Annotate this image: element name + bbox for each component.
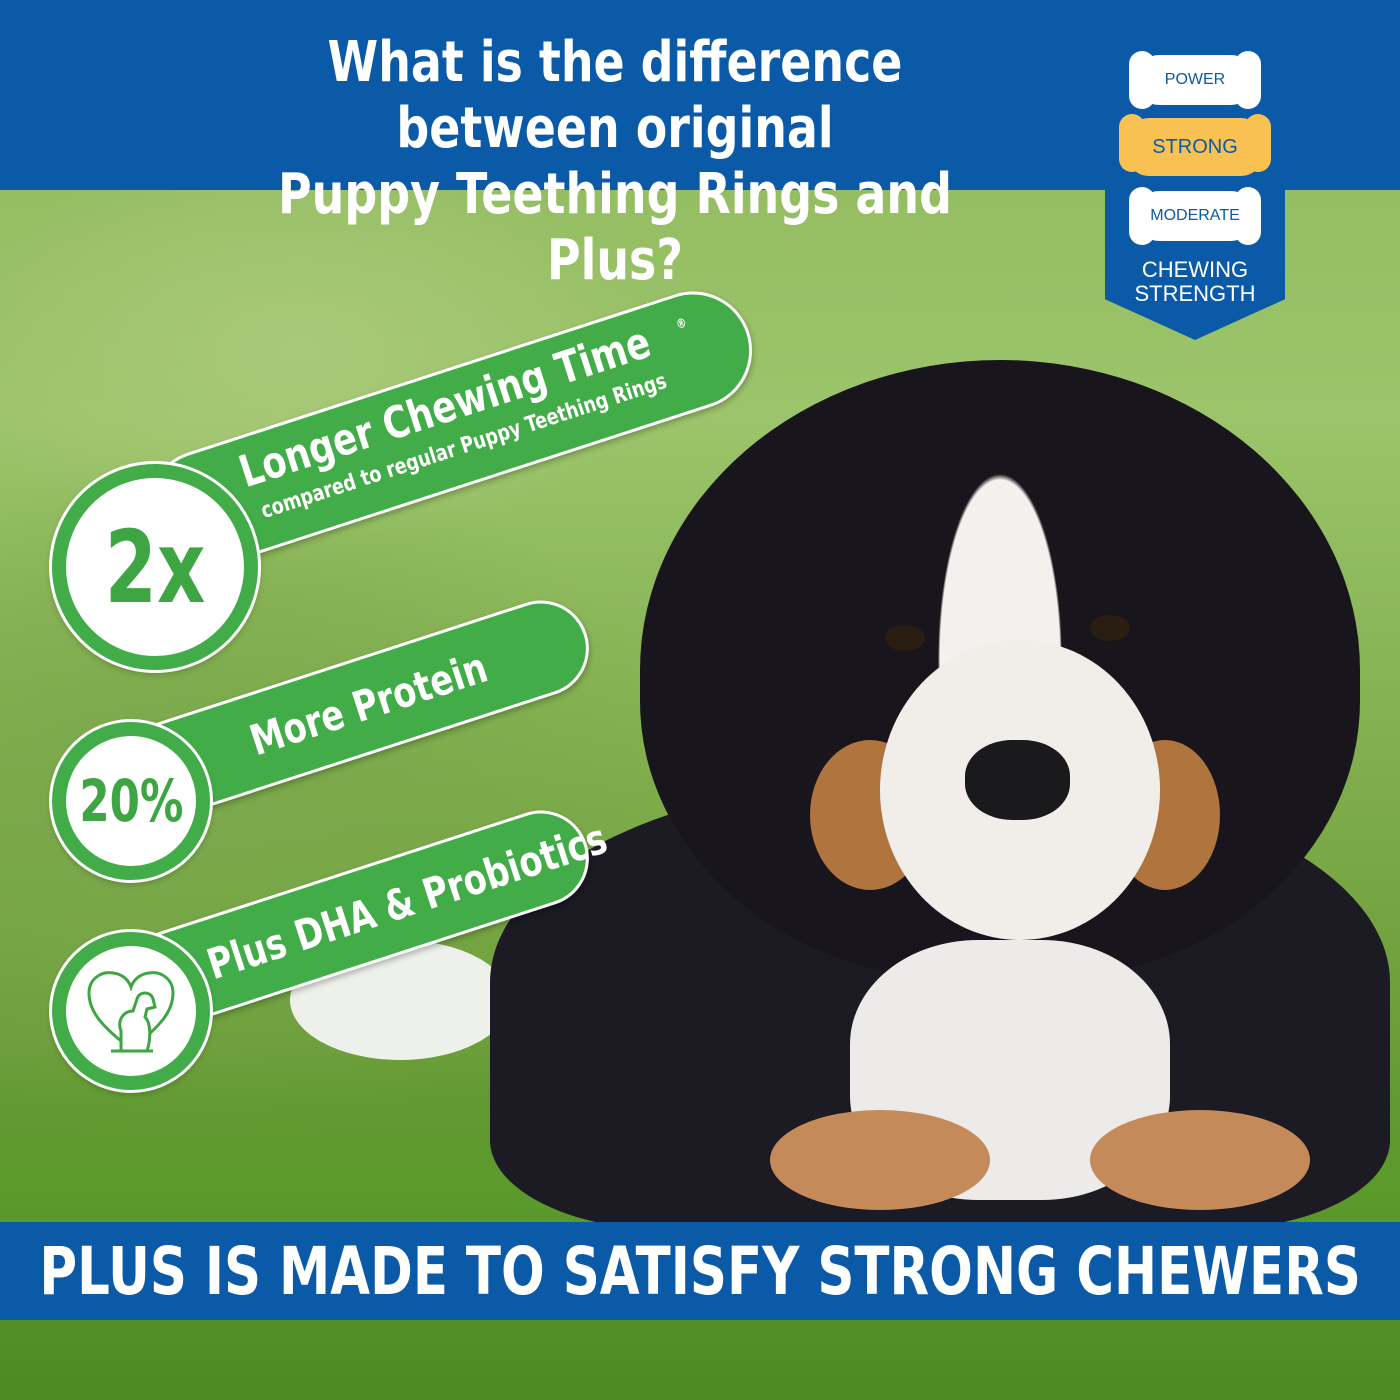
footer-banner: PLUS IS MADE TO SATISFY STRONG CHEWERS [0, 1222, 1400, 1320]
bone-moderate: MODERATE [1129, 187, 1261, 245]
title-line-1: What is the difference between original [327, 30, 903, 161]
dog-nose [965, 740, 1070, 820]
badge-text: 2x [104, 508, 206, 626]
title-line-2: Puppy Teething Rings and Plus? [278, 162, 952, 293]
label-line: STRENGTH [1134, 281, 1256, 306]
badge-2x: 2x [52, 464, 258, 670]
level-label: MODERATE [1150, 207, 1240, 224]
feature-title: More Protein [244, 642, 494, 766]
level-label: POWER [1164, 71, 1226, 88]
badge-20-percent: 20% [52, 722, 210, 880]
dog-eye [885, 625, 925, 651]
heart-dog-icon [87, 971, 175, 1053]
label-line: CHEWING [1141, 257, 1249, 282]
footer-tagline: PLUS IS MADE TO SATISFY STRONG CHEWERS [39, 1232, 1361, 1310]
badge-heart-dog [52, 932, 210, 1090]
dog-eye [1090, 615, 1130, 641]
chewing-strength-badge: POWER STRONG MODERATE CHEWING STRENGTH [1105, 0, 1285, 340]
dog-paw [1090, 1110, 1310, 1210]
bone-strong-selected: STRONG [1119, 114, 1271, 176]
page-title: What is the difference between original … [217, 30, 1012, 294]
registered-mark: ® [674, 315, 689, 334]
badge-text: 20% [78, 767, 184, 835]
chewing-strength-label: CHEWING STRENGTH [1105, 258, 1285, 306]
level-label: STRONG [1152, 135, 1238, 158]
bone-power: POWER [1129, 51, 1261, 109]
dog-paw [770, 1110, 990, 1210]
